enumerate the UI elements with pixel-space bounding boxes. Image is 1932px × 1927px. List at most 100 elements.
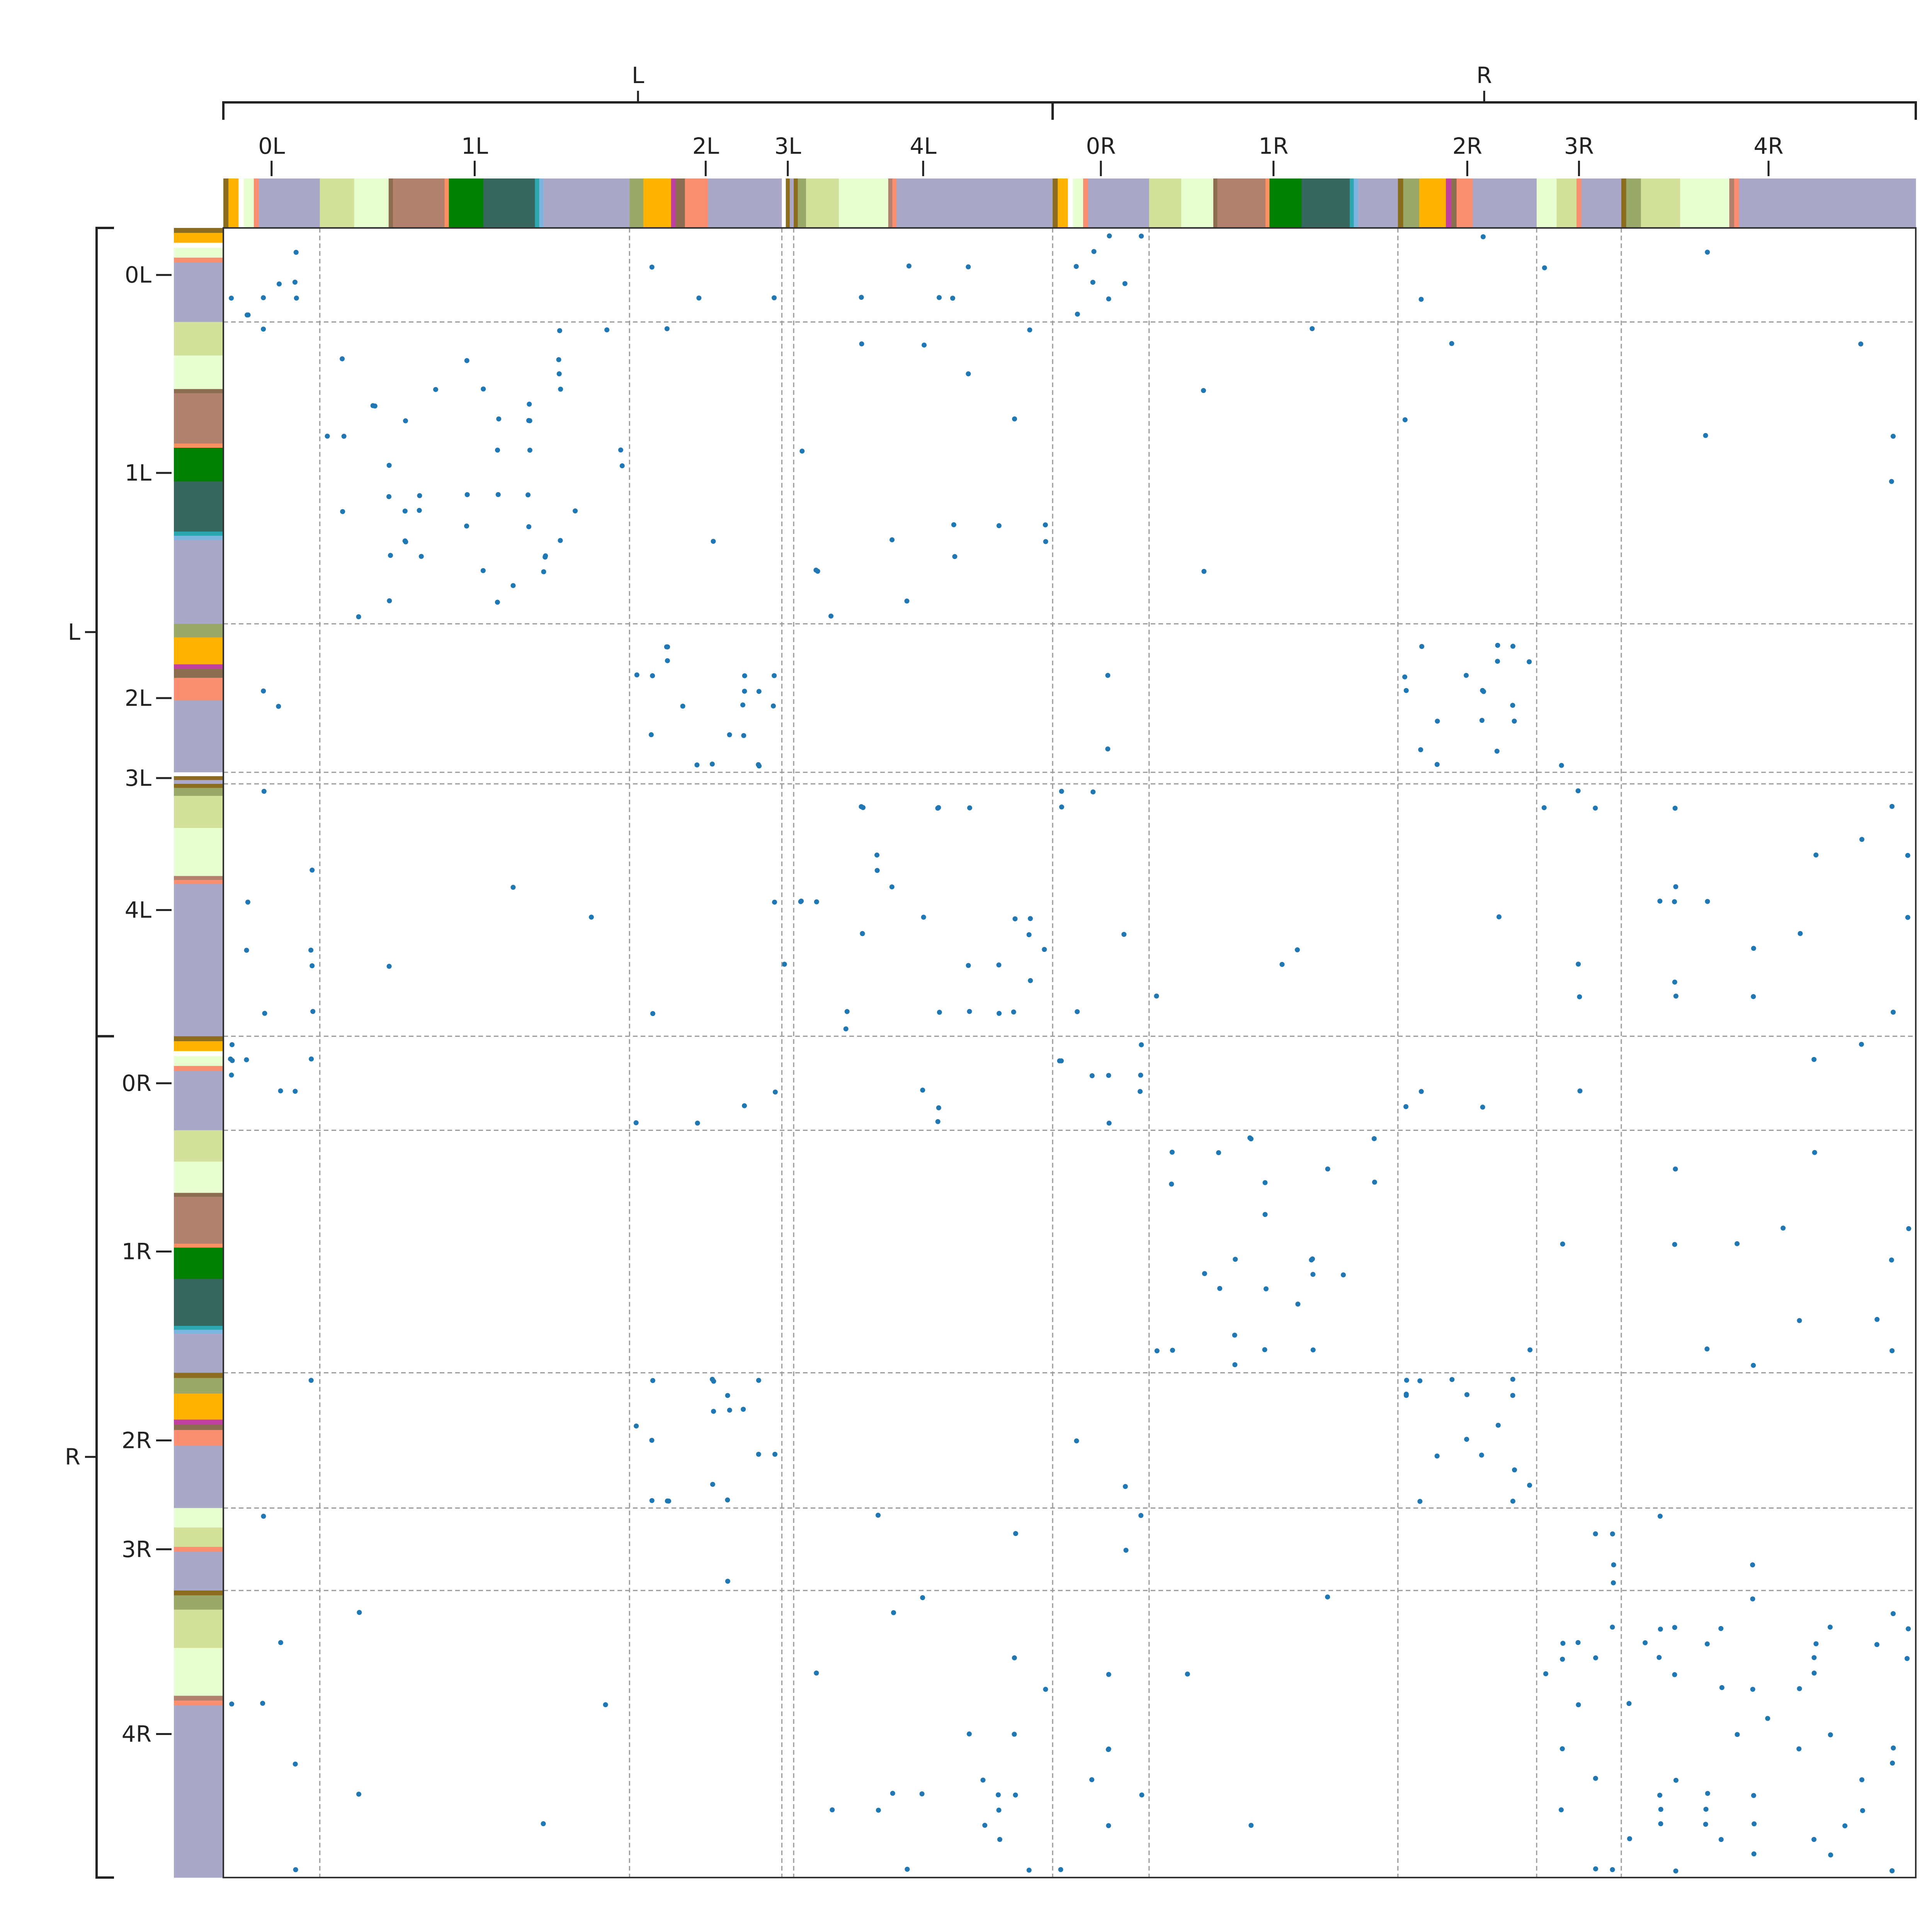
scatter-point [1874,1317,1880,1322]
scatter-point [756,1378,761,1383]
scatter-point [1781,1225,1786,1231]
left-strip-segment [174,1546,223,1552]
scatter-point [996,1808,1002,1813]
left-strip-segment [174,1334,223,1373]
scatter-point [650,673,655,678]
scatter-point [876,1512,881,1518]
scatter-point [742,1103,747,1108]
scatter-point [278,1640,283,1645]
top-strip-segment [1269,178,1302,228]
scatter-point [230,1042,235,1047]
scatter-point [1610,1531,1615,1536]
left-strip-segment [174,322,223,356]
scatter-point [1089,1777,1095,1783]
scatter-point [814,1670,819,1676]
left-strip-segment [174,243,223,248]
scatter-point [541,569,546,574]
scatter-point [276,704,281,709]
scatter-point [711,539,716,544]
scatter-point [1704,1641,1710,1647]
scatter-point [1404,1378,1409,1383]
left-group-label: R [65,1444,80,1470]
scatter-point [1750,1596,1755,1602]
scatter-point [278,1088,283,1094]
scatter-point [1434,762,1440,767]
scatter-point [403,418,408,423]
top-strip-segment [1083,178,1088,228]
scatter-point [665,1498,670,1504]
left-strip-segment [174,257,223,263]
scatter-point [727,1407,732,1413]
scatter-point [386,494,391,499]
scatter-point [1464,1437,1469,1442]
scatter-point [1028,978,1033,983]
scatter-point [649,264,655,270]
scatter-point [695,1120,700,1126]
scatter-point [649,1438,655,1443]
scatter-point [1341,1272,1346,1278]
left-block-label: 2R [122,1427,151,1453]
scatter-point [1262,1180,1268,1185]
scatter-point [782,962,787,967]
scatter-point [1495,1422,1501,1428]
left-strip-segment [174,248,223,258]
left-strip-segment [174,233,223,243]
top-strip-segment [1149,178,1182,228]
scatter-point [920,1088,925,1093]
scatter-point [1905,915,1910,920]
scatter-point [604,327,610,333]
left-strip-segment [174,1648,223,1696]
left-strip-segment [174,880,223,884]
scatter-point [1090,789,1096,795]
scatter-point [905,1867,910,1872]
scatter-point [1672,979,1677,985]
scatter-point [1106,1073,1111,1078]
scatter-point [1232,1332,1237,1338]
top-strip-segment [1641,178,1680,228]
scatter-point [481,386,486,392]
scatter-point [1418,747,1423,753]
scatter-point [1703,1822,1708,1827]
left-strip-segment [174,355,223,389]
scatter-point [309,1056,314,1062]
scatter-point [1751,946,1756,951]
scatter-point [1859,837,1864,842]
scatter-point [1417,1499,1423,1504]
scatter-point [967,805,972,811]
scatter-point [1106,296,1111,302]
scatter-point [996,523,1002,528]
scatter-point [293,1761,298,1767]
scatter-point [922,342,927,348]
left-strip-segment [174,540,223,624]
top-block-label: 2L [692,133,719,159]
left-block-label: 0R [122,1070,151,1096]
scatter-point [1012,1732,1017,1737]
scatter-point [356,1791,361,1797]
scatter-point [1860,1808,1865,1813]
scatter-point [230,1058,235,1063]
scatter-point [1139,1792,1145,1798]
scatter-point [1828,1732,1833,1737]
scatter-points-layer [228,233,1912,1874]
top-strip-segment [839,178,889,228]
scatter-point [1464,673,1469,678]
scatter-point [814,899,819,904]
scatter-point [937,295,942,300]
scatter-point [1027,327,1032,333]
left-strip-segment [174,637,223,665]
left-strip-segment [174,481,223,532]
scatter-point [341,433,347,439]
top-strip-segment [228,178,239,228]
top-axis: 0L 1L 2L 3L 4L 0R 1R 2R 3R 4R L R [222,62,1917,176]
top-strip-segment [892,178,897,228]
scatter-point [1765,1716,1770,1721]
scatter-point [1075,1009,1080,1014]
scatter-point [1417,1378,1423,1383]
scatter-point [1121,932,1127,937]
top-strip-segment [1403,178,1420,228]
scatter-point [874,868,880,873]
left-block-label: 1R [122,1239,151,1265]
top-strip-segment [243,178,254,228]
scatter-point [889,884,895,890]
scatter-point [1705,899,1710,904]
